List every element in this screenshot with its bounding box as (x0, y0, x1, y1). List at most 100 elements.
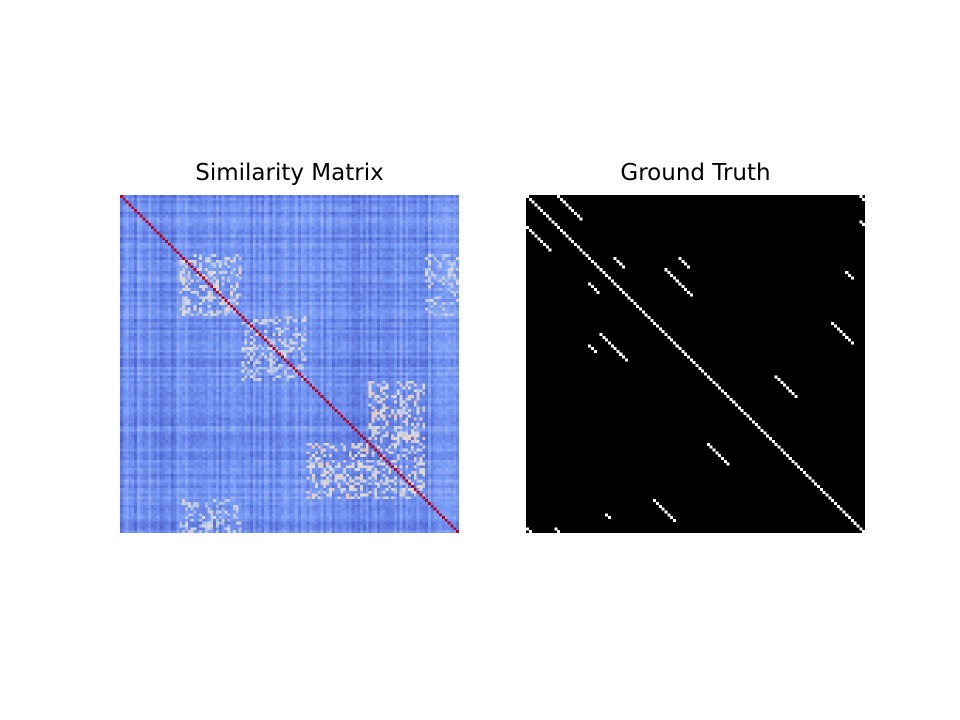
similarity-cell (159, 259, 163, 263)
similarity-cell (439, 206, 443, 210)
similarity-cell (362, 251, 367, 255)
similarity-cell (427, 217, 432, 221)
similarity-cell (261, 256, 265, 261)
similarity-cell (142, 293, 146, 297)
similarity-cell (249, 282, 254, 286)
similarity-cell (136, 237, 141, 241)
similarity-cell (165, 237, 169, 241)
similarity-cell (433, 234, 437, 238)
similarity-cell (402, 223, 406, 227)
similarity-cell (394, 223, 398, 227)
similarity-cell (264, 245, 268, 249)
similarity-cell (430, 302, 434, 306)
similarity-cell (286, 200, 290, 204)
similarity-cell (323, 268, 327, 272)
similarity-cell (207, 273, 211, 277)
similarity-cell (255, 296, 259, 300)
similarity-cell (354, 203, 358, 207)
similarity-cell (442, 282, 446, 286)
similarity-cell (346, 237, 350, 241)
similarity-cell (136, 310, 141, 314)
similarity-cell (139, 310, 143, 314)
similarity-cell (410, 217, 415, 221)
similarity-cell (272, 197, 276, 201)
similarity-cell (439, 195, 443, 199)
similarity-cell (416, 237, 420, 241)
similarity-cell (351, 223, 355, 227)
similarity-cell (187, 220, 191, 224)
similarity-cell (255, 293, 259, 297)
similarity-cell (142, 209, 146, 213)
similarity-cell (134, 265, 138, 269)
similarity-cell (447, 237, 451, 241)
similarity-cell (278, 307, 282, 311)
similarity-cell (427, 245, 432, 249)
similarity-cell (337, 195, 341, 199)
similarity-cell (238, 223, 242, 227)
similarity-cell (244, 285, 248, 289)
similarity-cell (230, 203, 234, 207)
similarity-cell (362, 282, 367, 286)
similarity-cell (408, 225, 412, 230)
similarity-cell (136, 223, 141, 227)
similarity-cell (331, 256, 336, 261)
similarity-cell (238, 265, 242, 269)
similarity-cell (388, 234, 392, 238)
similarity-cell (139, 299, 143, 303)
similarity-cell (156, 279, 160, 283)
similarity-cell (326, 234, 330, 238)
similarity-cell (413, 220, 417, 224)
similarity-cell (210, 293, 214, 297)
similarity-cell (374, 276, 378, 280)
similarity-cell (131, 290, 135, 294)
similarity-cell (331, 307, 336, 311)
similarity-cell (190, 287, 194, 292)
similarity-cell (405, 225, 409, 230)
similarity-cell (233, 307, 237, 311)
similarity-cell (173, 248, 177, 252)
similarity-cell (145, 287, 149, 292)
similarity-cell (430, 293, 434, 297)
similarity-cell (266, 245, 271, 249)
similarity-cell (348, 240, 352, 244)
similarity-cell (128, 299, 132, 303)
similarity-cell (430, 231, 434, 235)
similarity-cell (139, 237, 143, 241)
similarity-cell (309, 251, 313, 255)
similarity-cell (190, 296, 194, 300)
similarity-cell (456, 271, 459, 275)
similarity-cell (323, 279, 327, 283)
similarity-cell (439, 256, 443, 261)
similarity-cell (233, 195, 237, 199)
similarity-cell (272, 209, 276, 213)
similarity-cell (422, 211, 426, 216)
similarity-cell (196, 237, 200, 241)
similarity-cell (337, 287, 341, 292)
similarity-cell (360, 256, 364, 261)
similarity-cell (360, 254, 364, 258)
similarity-cell (244, 203, 248, 207)
similarity-cell (207, 262, 211, 266)
similarity-cell (120, 262, 124, 266)
similarity-cell (148, 203, 152, 207)
similarity-cell (201, 248, 206, 252)
similarity-cell (255, 206, 259, 210)
similarity-cell (184, 251, 189, 255)
similarity-cell (362, 273, 367, 277)
similarity-cell (230, 259, 234, 263)
similarity-cell (269, 214, 273, 218)
similarity-cell (235, 240, 239, 244)
similarity-cell (297, 248, 302, 252)
similarity-cell (148, 299, 152, 303)
similarity-cell (213, 259, 217, 263)
similarity-cell (173, 223, 177, 227)
similarity-cell (176, 237, 180, 241)
similarity-cell (410, 251, 415, 255)
similarity-cell (394, 203, 398, 207)
similarity-cell (396, 231, 400, 235)
similarity-cell (233, 282, 237, 286)
similarity-cell (179, 240, 183, 244)
similarity-cell (255, 248, 259, 252)
similarity-cell (447, 217, 451, 221)
similarity-cell (442, 209, 446, 213)
